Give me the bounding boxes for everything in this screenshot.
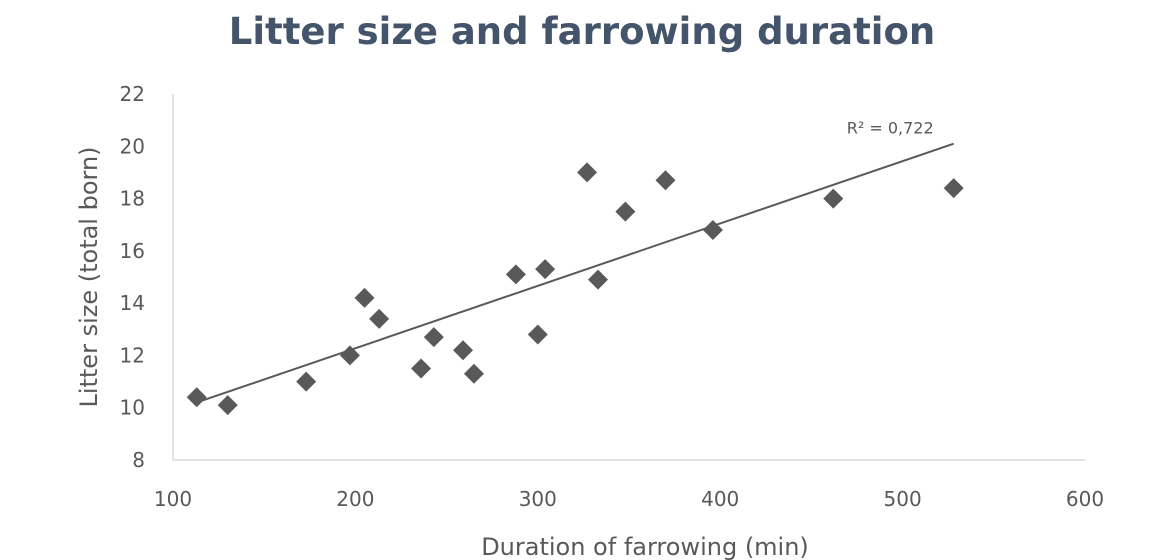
data-point xyxy=(463,363,484,384)
data-point xyxy=(615,201,636,222)
y-tick-label: 18 xyxy=(120,187,145,211)
x-tick-label: 400 xyxy=(701,487,739,511)
data-point xyxy=(943,178,964,199)
data-point xyxy=(587,269,608,290)
x-tick-label: 600 xyxy=(1066,487,1104,511)
data-point xyxy=(217,395,238,416)
y-tick-label: 10 xyxy=(120,396,145,420)
y-tick-label: 14 xyxy=(120,291,145,315)
data-point xyxy=(423,327,444,348)
chart-title: Litter size and farrowing duration xyxy=(228,10,936,53)
axes xyxy=(172,94,1085,461)
tick-labels: 8 10 12 14 16 18 20 22 100 200 300 400 500 600 xyxy=(120,82,1105,511)
data-point xyxy=(655,170,676,191)
x-axis-title: Duration of farrowing (min) xyxy=(481,533,809,560)
data-point xyxy=(823,188,844,209)
x-tick-label: 300 xyxy=(519,487,557,511)
x-tick-label: 500 xyxy=(884,487,922,511)
y-axis-title: Litter size (total born) xyxy=(75,146,103,407)
data-point xyxy=(527,324,548,345)
data-point xyxy=(453,340,474,361)
trendline-group xyxy=(196,142,954,404)
y-tick-label: 16 xyxy=(120,239,145,263)
r-squared-label: R² = 0,722 xyxy=(847,119,934,138)
data-point xyxy=(339,345,360,366)
y-tick-label: 22 xyxy=(120,82,145,106)
data-point xyxy=(296,371,317,392)
data-point xyxy=(186,387,207,408)
y-tick-label: 8 xyxy=(132,448,145,472)
data-point xyxy=(369,308,390,329)
data-point xyxy=(702,219,723,240)
data-points xyxy=(186,162,964,416)
y-tick-label: 20 xyxy=(120,134,145,158)
data-point xyxy=(411,358,432,379)
data-point xyxy=(505,264,526,285)
x-tick-label: 100 xyxy=(154,487,192,511)
y-tick-label: 12 xyxy=(120,343,145,367)
data-point xyxy=(354,287,375,308)
trendline xyxy=(196,142,954,404)
data-point xyxy=(535,259,556,280)
data-point xyxy=(577,162,598,183)
x-tick-label: 200 xyxy=(336,487,374,511)
